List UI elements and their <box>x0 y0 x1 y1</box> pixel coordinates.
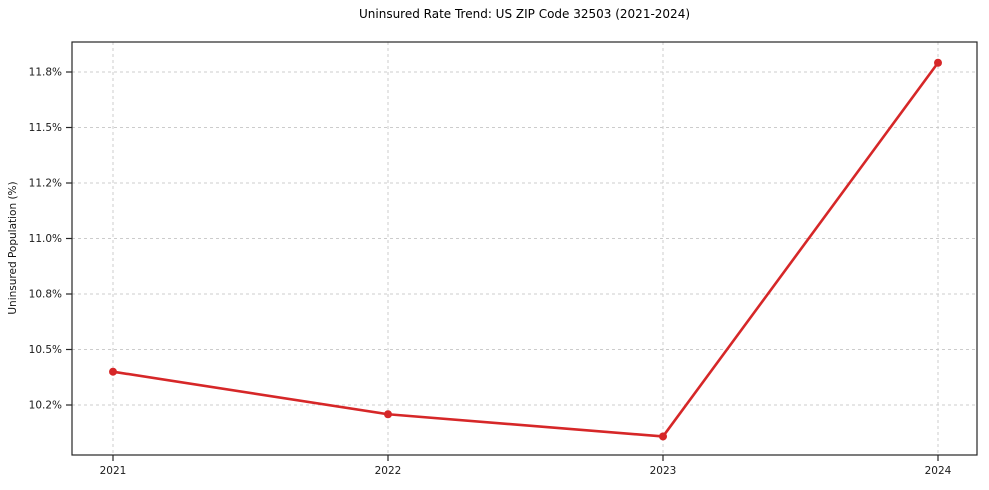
y-tick-label: 11.2% <box>29 178 62 190</box>
x-tick-label: 2023 <box>650 465 677 477</box>
data-point <box>659 432 667 441</box>
y-tick-label: 11.0% <box>29 233 62 245</box>
x-tick-label: 2022 <box>375 465 402 477</box>
y-tick-label: 10.2% <box>29 400 62 412</box>
trend-line <box>111 61 940 438</box>
y-tick-label: 11.5% <box>29 122 62 134</box>
data-point <box>934 58 942 67</box>
y-tick-label: 10.5% <box>29 344 62 356</box>
data-point <box>384 410 392 419</box>
data-point <box>109 367 117 376</box>
x-tick-label: 2021 <box>100 465 127 477</box>
y-tick-label: 11.8% <box>29 67 62 79</box>
chart-title: Uninsured Rate Trend: US ZIP Code 32503 … <box>358 7 691 21</box>
x-tick-label: 2024 <box>925 465 952 477</box>
y-tick-label: 10.8% <box>29 289 62 301</box>
plot-border <box>71 41 978 456</box>
